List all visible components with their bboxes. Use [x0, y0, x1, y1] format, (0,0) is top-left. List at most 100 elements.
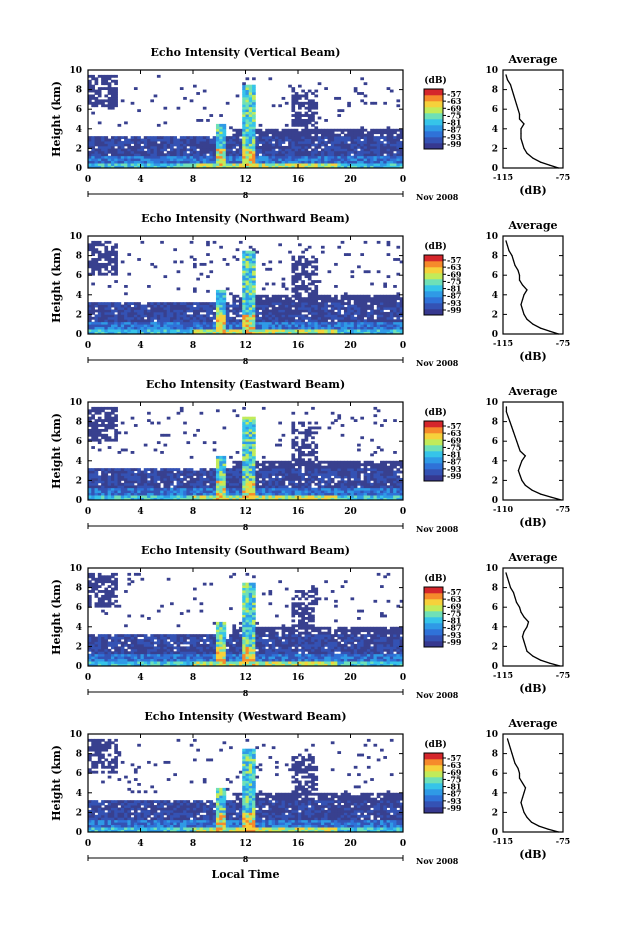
heatmap-cell: [133, 160, 138, 164]
heatmap-cell: [353, 141, 358, 144]
heatmap-cell: [317, 477, 322, 481]
heatmap-cell: [193, 321, 197, 325]
heatmap-cell: [124, 309, 128, 313]
colorbar-segment: [424, 309, 443, 316]
heatmap-cell: [235, 133, 240, 137]
heatmap-cell: [252, 465, 256, 469]
heatmap-cell: [215, 138, 220, 142]
heatmap-cell: [196, 311, 200, 315]
heatmap-cell: [347, 104, 351, 108]
heatmap-cell: [350, 128, 355, 132]
heatmap-cell: [340, 299, 345, 303]
heatmap-cell: [360, 99, 365, 103]
heatmap-cell: [284, 307, 289, 310]
heatmap-cell: [291, 104, 296, 108]
heatmap-cell: [206, 480, 210, 484]
heatmap-cell: [386, 128, 391, 132]
heatmap-cell: [278, 497, 282, 501]
heatmap-cell: [156, 304, 161, 308]
heatmap-cell: [268, 136, 273, 139]
heatmap-cell: [268, 326, 273, 330]
heatmap-cell: [199, 309, 204, 313]
heatmap-cell: [156, 309, 161, 313]
heatmap-cell: [376, 314, 381, 318]
heatmap-cell: [370, 319, 374, 323]
heatmap-cell: [334, 304, 338, 308]
heatmap-cell: [311, 307, 315, 310]
heatmap-cell: [94, 495, 99, 498]
heatmap-cell: [245, 141, 250, 144]
heatmap-cell: [376, 294, 381, 298]
heatmap-cell: [225, 487, 230, 491]
heatmap-cell: [163, 145, 168, 149]
heatmap-cell: [334, 145, 338, 149]
heatmap-cell: [294, 321, 299, 325]
heatmap-cell: [396, 309, 401, 313]
heatmap-cell: [206, 490, 210, 494]
heatmap-cell: [101, 468, 105, 471]
heatmap-cell: [107, 158, 112, 162]
heatmap-cell: [275, 158, 279, 162]
heatmap-cell: [268, 141, 273, 144]
heatmap-cell: [245, 299, 250, 303]
heatmap-cell: [330, 421, 335, 425]
heatmap-cell: [314, 128, 319, 132]
heatmap-cell: [202, 307, 207, 310]
heatmap-cell: [107, 89, 112, 93]
heatmap-cell: [88, 245, 92, 249]
heatmap-cell: [337, 143, 342, 147]
heatmap-cell: [170, 148, 174, 152]
heatmap-cell: [393, 321, 397, 325]
heatmap-cell: [147, 411, 151, 415]
heatmap-cell: [396, 314, 401, 318]
heatmap-cell: [163, 153, 168, 157]
average-profile-point: [539, 327, 542, 329]
heatmap-cell: [88, 314, 92, 318]
heatmap-cell: [252, 287, 256, 291]
heatmap-cell: [314, 473, 319, 476]
heatmap-cell: [232, 136, 237, 139]
heatmap-cell: [304, 331, 309, 335]
heatmap-cell: [225, 314, 230, 318]
heatmap-cell: [153, 311, 158, 315]
heatmap-cell: [101, 314, 105, 318]
heatmap-cell: [317, 324, 322, 328]
heatmap-cell: [143, 314, 148, 318]
heatmap-cell: [206, 119, 210, 122]
heatmap-cell: [193, 150, 197, 154]
heatmap-cell: [140, 153, 145, 157]
heatmap-cell: [107, 485, 112, 489]
heatmap-cell: [150, 158, 155, 162]
heatmap-cell: [291, 477, 296, 481]
heatmap-cell: [196, 490, 200, 494]
heatmap-cell: [196, 314, 200, 318]
heatmap-cell: [202, 319, 207, 323]
heatmap-cell: [281, 285, 286, 288]
heatmap-cell: [337, 109, 342, 113]
heatmap-cell: [327, 463, 332, 467]
heatmap-cell: [265, 160, 269, 164]
heatmap-cell: [176, 155, 181, 159]
heatmap-cell: [219, 485, 223, 489]
y-tick-label: 6: [76, 271, 82, 281]
heatmap-cell: [298, 302, 302, 305]
heatmap-cell: [91, 163, 95, 166]
heatmap-cell: [320, 477, 325, 481]
heatmap-cell: [153, 470, 158, 474]
heatmap-cell: [334, 326, 338, 330]
heatmap-cell: [91, 416, 95, 420]
heatmap-cell: [114, 433, 118, 437]
heatmap-cell: [232, 473, 237, 476]
heatmap-cell: [311, 289, 315, 293]
heatmap-cell: [222, 309, 227, 313]
heatmap-cell: [133, 302, 138, 305]
heatmap-cell: [389, 302, 394, 305]
heatmap-cell: [114, 319, 118, 323]
heatmap-cell: [150, 421, 155, 425]
average-profile-point: [532, 323, 534, 325]
heatmap-cell: [88, 492, 92, 496]
heatmap-cell: [170, 326, 174, 330]
heatmap-cell: [133, 468, 138, 471]
heatmap-cell: [179, 492, 184, 496]
heatmap-cell: [215, 131, 220, 135]
